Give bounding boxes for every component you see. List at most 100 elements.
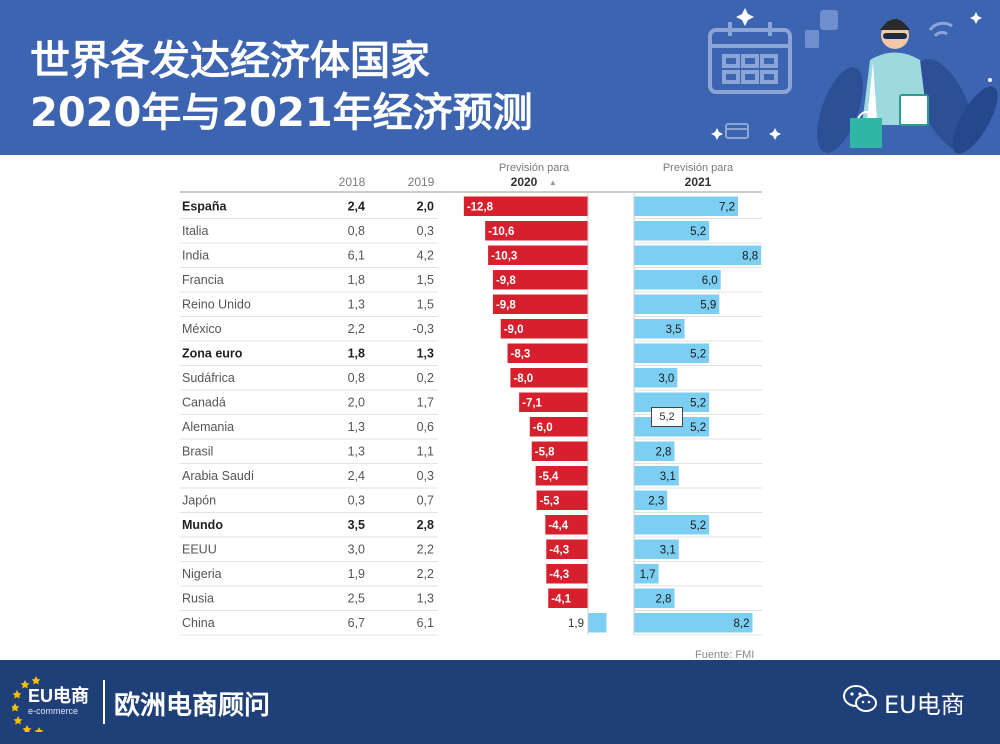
shopping-bag-icon [805,10,838,48]
bar-2021 [634,588,675,608]
bar-label-2021: 2,3 [648,495,664,507]
bar-label-2020: -9,8 [496,299,516,311]
value-2018: 1,3 [348,420,365,434]
country-label: Zona euro [182,346,243,360]
sort-arrow-icon: ▲ [549,178,557,187]
header-2020: 2020 [511,175,538,189]
value-2019: 0,6 [417,420,434,434]
country-label: Rusia [182,591,214,605]
value-2018: 6,1 [348,248,365,262]
bar-label-2020: -8,0 [513,373,533,385]
bar-2021 [634,368,678,388]
bar-label-2021: 3,1 [660,471,676,483]
bar-label-2020: -4,3 [549,544,569,556]
country-label: Brasil [182,444,213,458]
value-2018: 1,8 [348,273,365,287]
country-label: EEUU [182,542,217,556]
bar-2021 [634,221,710,241]
logo-text: EU电商 [28,686,90,706]
bar-2020 [546,539,588,559]
bar-label-2021: 2,8 [655,446,671,458]
country-label: India [182,248,209,262]
bar-2020 [531,441,588,461]
page-title: 世界各发达经济体国家 [30,38,430,84]
wifi-icon [928,21,953,38]
bar-2021 [634,196,739,216]
bar-2020 [529,417,588,437]
bar-label-2020: -5,8 [535,446,555,458]
value-2019: 0,2 [417,371,434,385]
sparkle-icon [711,8,992,140]
bar-label-2020: -12,8 [467,201,494,213]
value-2018: 3,5 [348,518,365,532]
bar-2020 [536,490,588,510]
bar-2021 [634,613,753,633]
shopper-figure-icon [850,19,929,148]
value-2018: 2,5 [348,591,365,605]
bar-label-2021: 3,5 [666,324,682,336]
page-subtitle: 2020年与2021年经济预测 [30,90,533,136]
bar-2020 [500,319,588,339]
bar-2021 [634,441,675,461]
country-label: México [182,322,222,336]
bar-2020 [488,245,588,265]
value-2018: 6,7 [348,616,365,630]
value-2018: 2,0 [348,395,365,409]
country-label: Nigeria [182,567,222,581]
value-2018: 0,8 [348,224,365,238]
bar-label-2020: -8,3 [510,348,530,360]
eu-stars-logo-icon [12,676,44,732]
bar-label-2020: -5,3 [540,495,560,507]
value-2019: 1,5 [417,297,434,311]
credit-card-icon [725,123,749,139]
bar-2020 [492,270,588,290]
value-2019: 4,2 [417,248,434,262]
forecast-table: 2018 2019 Previsión para 2020 ▲ Previsión par… [0,155,1000,661]
value-2019: 1,3 [417,591,434,605]
bar-label-2020: -4,4 [548,520,568,532]
bar-2021 [634,490,668,510]
value-2018: 3,0 [348,542,365,556]
value-2018: 2,4 [348,199,365,213]
value-2018: 2,2 [348,322,365,336]
bar-label-2021: 5,2 [690,520,706,532]
header-prevision-2021: Previsión para [663,162,734,174]
leaf-decoration-icon [817,58,998,154]
country-label: Arabia Saudí [182,469,255,483]
bar-2021 [634,245,762,265]
bar-label-2020: -10,3 [491,250,517,262]
bar-label-2020: -4,3 [549,569,569,581]
value-2019: 2,2 [417,542,434,556]
footer-account-name: EU电商 [884,691,965,719]
bar-label-2020: -4,1 [551,593,571,605]
bar-label-2020: -9,0 [504,324,524,336]
bar-2020 [507,343,588,363]
header-banner: 世界各发达经济体国家 2020年与2021年经济预测 [0,0,1000,155]
value-2019: 1,1 [417,444,434,458]
footer-bar: EU电商 e-commerce 欧洲电商顾问 EU电商 [0,660,1000,744]
value-2018: 1,9 [348,567,365,581]
source-note: Fuente: FMI [695,649,755,661]
value-2019: 1,5 [417,273,434,287]
bar-label-2021: 8,8 [742,250,758,262]
bar-label-2021: 8,2 [733,618,749,630]
bar-label-2021: 5,2 [690,397,706,409]
bar-label-2021: 7,2 [719,201,735,213]
country-label: Francia [182,273,224,287]
bar-2020 [492,294,588,314]
value-2019: 0,3 [417,469,434,483]
bar-2021 [634,515,710,535]
bar-label-2021: 2,8 [655,593,671,605]
country-label: España [182,199,228,213]
bar-2021 [634,319,685,339]
value-2018: 0,8 [348,371,365,385]
value-2018: 0,3 [348,493,365,507]
bar-2020 [535,466,588,486]
bar-label-2021: 5,2 [690,348,706,360]
bar-label-2020: -6,0 [533,422,553,434]
bar-label-2020: 1,9 [568,618,584,630]
bar-2020 [588,613,607,633]
country-label: Reino Unido [182,297,251,311]
country-label: Japón [182,493,216,507]
